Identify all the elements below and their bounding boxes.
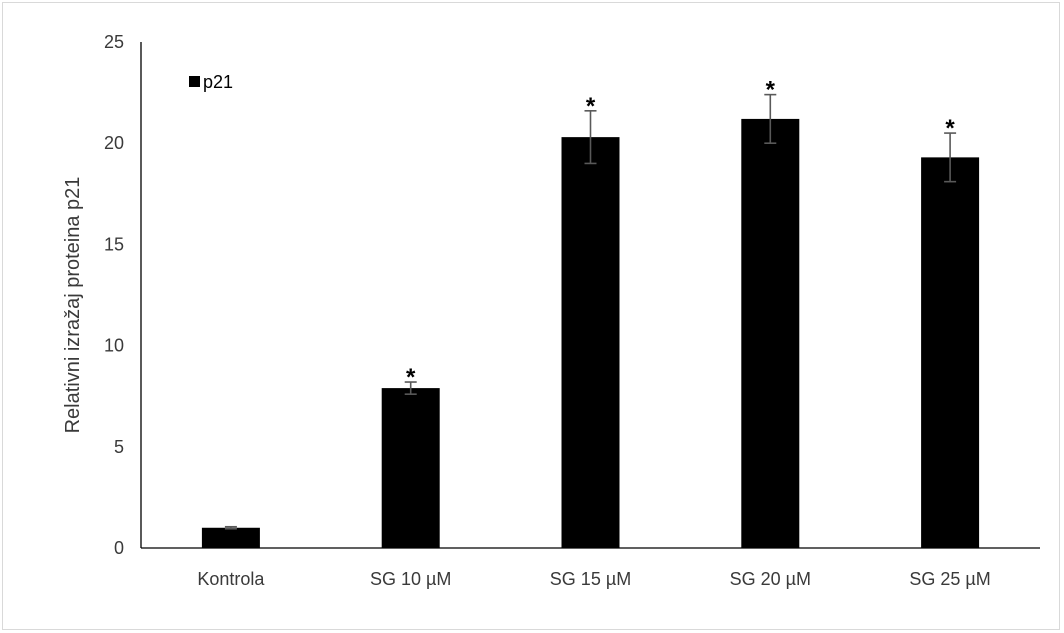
significance-star: *: [586, 93, 596, 120]
legend-swatch: [189, 76, 200, 87]
y-tick-label: 20: [104, 133, 124, 153]
y-tick-label: 15: [104, 234, 124, 254]
y-tick-label: 25: [104, 32, 124, 52]
y-tick-label: 0: [114, 538, 124, 558]
x-tick-label: SG 20 µM: [730, 569, 811, 589]
significance-star: *: [945, 115, 955, 142]
bar: [201, 527, 260, 548]
x-tick-labels: Kontrola SG 10 µM SG 15 µM SG 20 µM SG 25 µM: [197, 569, 990, 589]
legend: p21: [189, 72, 233, 92]
legend-label-p21: p21: [203, 72, 233, 92]
x-tick-label: SG 25 µM: [909, 569, 990, 589]
bar: [921, 157, 980, 549]
bar: [381, 388, 440, 548]
error-bars-group: [224, 93, 957, 530]
bar: [561, 137, 620, 549]
significance-star: *: [406, 364, 416, 391]
x-tick-label: SG 15 µM: [550, 569, 631, 589]
bar: [741, 118, 800, 549]
y-axis-title: Relativni izražaj proteina p21: [62, 177, 84, 434]
x-tick-label: SG 10 µM: [370, 569, 451, 589]
y-tick-labels: 0 5 10 15 20 25: [104, 32, 124, 558]
y-tick-label: 10: [104, 336, 124, 356]
x-tick-label: Kontrola: [197, 569, 265, 589]
bars-group: [201, 118, 980, 549]
y-tick-label: 5: [114, 437, 124, 457]
significance-markers-group: * * * *: [406, 77, 955, 391]
significance-star: *: [766, 77, 776, 104]
